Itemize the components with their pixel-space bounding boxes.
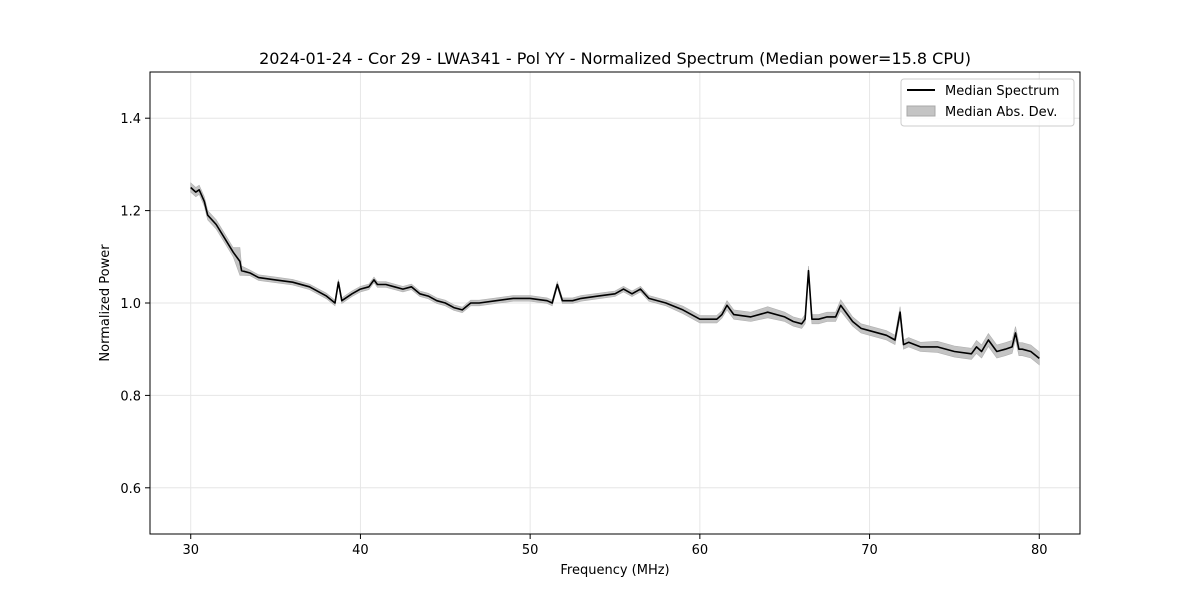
y-axis-label: Normalized Power: [98, 244, 113, 362]
mad-band: [190, 182, 1040, 366]
x-tick-label: 50: [522, 543, 539, 558]
y-tick-label: 0.6: [120, 482, 141, 497]
y-ticks: 0.6 0.8 1.0 1.2 1.4: [120, 112, 150, 497]
x-tick-label: 40: [352, 543, 369, 558]
x-tick-label: 80: [1031, 543, 1048, 558]
chart-title: 2024-01-24 - Cor 29 - LWA341 - Pol YY - …: [259, 49, 971, 68]
y-tick-label: 1.4: [120, 112, 141, 127]
legend-box: [900, 78, 1075, 127]
x-tick-label: 70: [861, 543, 878, 558]
median-spectrum-line: [190, 186, 1040, 360]
legend-label-median-abs-dev: Median Abs. Dev.: [945, 105, 1057, 120]
y-tick-label: 1.0: [120, 297, 141, 312]
median-line-layer: [190, 186, 1040, 360]
x-tick-label: 60: [692, 543, 709, 558]
x-axis-label: Frequency (MHz): [560, 563, 669, 578]
x-ticks: 30 40 50 60 70 80: [182, 534, 1048, 558]
y-tick-label: 1.2: [120, 205, 141, 220]
x-tick-label: 30: [182, 543, 199, 558]
mad-band-layer: [190, 182, 1040, 366]
legend-band-swatch: [906, 105, 936, 117]
legend: Median Spectrum Median Abs. Dev.: [900, 78, 1075, 127]
grid-lines: [150, 72, 1080, 534]
legend-label-median-spectrum: Median Spectrum: [945, 84, 1059, 99]
y-tick-label: 0.8: [120, 389, 141, 404]
